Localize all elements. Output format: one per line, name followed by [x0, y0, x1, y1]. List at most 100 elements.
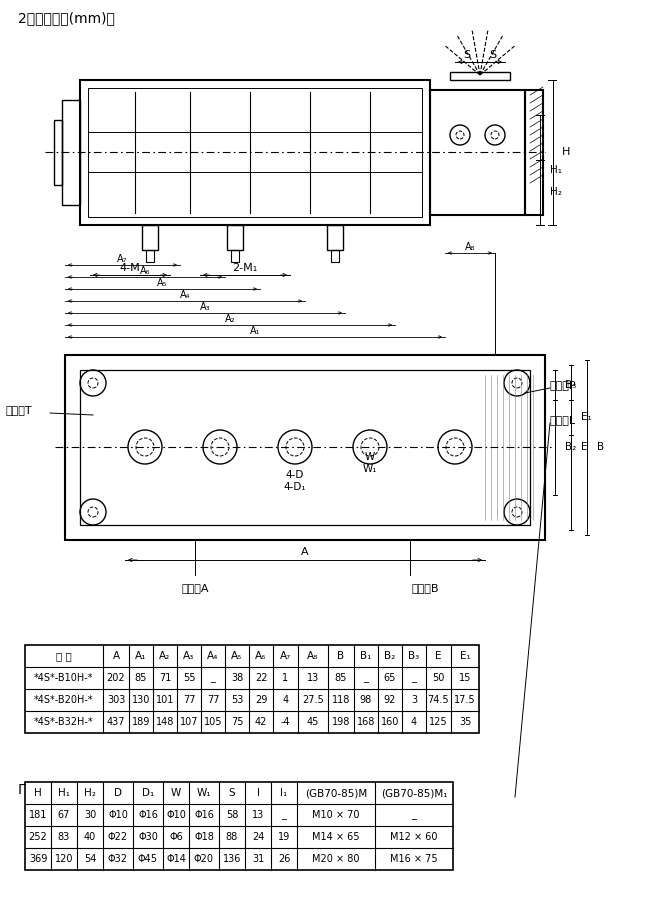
Text: 65: 65	[384, 673, 396, 683]
Text: 107: 107	[180, 717, 198, 727]
Text: 19: 19	[278, 832, 290, 842]
Bar	[327, 225, 343, 250]
Text: Φ16: Φ16	[194, 810, 214, 820]
Text: B₃: B₃	[565, 380, 576, 390]
Text: 4-D: 4-D	[286, 470, 304, 480]
Text: 92: 92	[384, 695, 396, 705]
Bar	[25, 645, 479, 733]
Text: H₁: H₁	[550, 165, 562, 175]
Text: 303: 303	[107, 695, 125, 705]
Text: 130: 130	[132, 695, 150, 705]
Text: A₆: A₆	[140, 266, 150, 276]
Bar	[25, 782, 453, 870]
Text: Φ45: Φ45	[138, 854, 158, 864]
Bar	[62, 100, 80, 205]
Text: A₅: A₅	[231, 651, 243, 661]
Text: 工作口A: 工作口A	[182, 583, 209, 593]
Text: _: _	[210, 673, 216, 683]
Text: H₂: H₂	[84, 788, 96, 798]
Text: D: D	[114, 788, 122, 798]
Text: 85: 85	[335, 673, 347, 683]
Text: A₁: A₁	[250, 326, 260, 336]
Text: Γ: Γ	[18, 783, 25, 797]
Text: M10 × 70: M10 × 70	[312, 810, 360, 820]
Text: 53: 53	[230, 695, 243, 705]
Text: H: H	[562, 147, 570, 157]
Text: (GB70-85)M: (GB70-85)M	[305, 788, 367, 798]
Text: S: S	[464, 50, 470, 60]
Text: Φ22: Φ22	[108, 832, 128, 842]
Text: A₂: A₂	[224, 314, 235, 324]
Bar	[146, 250, 154, 262]
Text: 17.5: 17.5	[454, 695, 476, 705]
Text: M16 × 75: M16 × 75	[390, 854, 438, 864]
Text: 118: 118	[332, 695, 350, 705]
Bar	[54, 120, 62, 185]
Text: 120: 120	[55, 854, 73, 864]
Text: 437: 437	[107, 717, 125, 727]
Text: 77: 77	[183, 695, 195, 705]
Text: W₁: W₁	[362, 464, 377, 474]
Text: *4S*-B32H-*: *4S*-B32H-*	[34, 717, 94, 727]
Text: A₈: A₈	[308, 651, 319, 661]
Text: 125: 125	[429, 717, 448, 727]
Text: Φ20: Φ20	[194, 854, 214, 864]
Text: 252: 252	[29, 832, 48, 842]
Text: A₃: A₃	[200, 302, 210, 312]
Text: 101: 101	[156, 695, 174, 705]
Text: 13: 13	[252, 810, 264, 820]
Text: A: A	[113, 651, 119, 661]
Text: A₆: A₆	[255, 651, 267, 661]
Bar	[142, 225, 158, 250]
Text: B: B	[338, 651, 344, 661]
Text: 71: 71	[159, 673, 172, 683]
Text: _: _	[411, 673, 417, 683]
Bar	[450, 72, 510, 80]
Bar	[227, 225, 243, 250]
Text: *4S*-B10H-*: *4S*-B10H-*	[34, 673, 94, 683]
Text: E: E	[436, 651, 442, 661]
Text: S: S	[490, 50, 496, 60]
Text: 198: 198	[332, 717, 350, 727]
Text: M14 × 65: M14 × 65	[312, 832, 360, 842]
Text: 27.5: 27.5	[302, 695, 324, 705]
Text: A₇: A₇	[117, 254, 128, 264]
Text: A₈: A₈	[465, 242, 475, 252]
Text: 35: 35	[459, 717, 471, 727]
Text: H₁: H₁	[58, 788, 70, 798]
Text: 67: 67	[58, 810, 70, 820]
Text: 50: 50	[432, 673, 445, 683]
Text: A₅: A₅	[157, 278, 168, 288]
Text: 3: 3	[411, 695, 417, 705]
Text: 31: 31	[252, 854, 264, 864]
Text: A₄: A₄	[207, 651, 218, 661]
Text: M20 × 80: M20 × 80	[312, 854, 360, 864]
Text: B₂: B₂	[565, 442, 576, 452]
Text: 4: 4	[283, 695, 289, 705]
Text: 189: 189	[132, 717, 150, 727]
Text: I: I	[257, 788, 259, 798]
Text: 45: 45	[307, 717, 319, 727]
Text: 回油口T: 回油口T	[5, 405, 31, 415]
Text: S: S	[228, 788, 235, 798]
Text: Φ10: Φ10	[108, 810, 128, 820]
Text: A₂: A₂	[159, 651, 171, 661]
Bar	[80, 370, 530, 525]
Text: 型 号: 型 号	[56, 651, 72, 661]
Text: _: _	[411, 810, 417, 820]
Bar	[65, 355, 545, 540]
Text: 88: 88	[226, 832, 238, 842]
Text: Φ30: Φ30	[138, 832, 158, 842]
Text: 77: 77	[207, 695, 219, 705]
Text: -4: -4	[281, 717, 290, 727]
Bar	[331, 250, 339, 262]
Text: A: A	[302, 547, 309, 557]
Text: B: B	[597, 442, 604, 452]
Text: 168: 168	[357, 717, 375, 727]
Text: H₂: H₂	[550, 187, 562, 197]
Text: Φ14: Φ14	[166, 854, 186, 864]
Text: 160: 160	[381, 717, 399, 727]
Text: 148: 148	[156, 717, 174, 727]
Text: A₇: A₇	[280, 651, 291, 661]
Text: 13: 13	[307, 673, 319, 683]
